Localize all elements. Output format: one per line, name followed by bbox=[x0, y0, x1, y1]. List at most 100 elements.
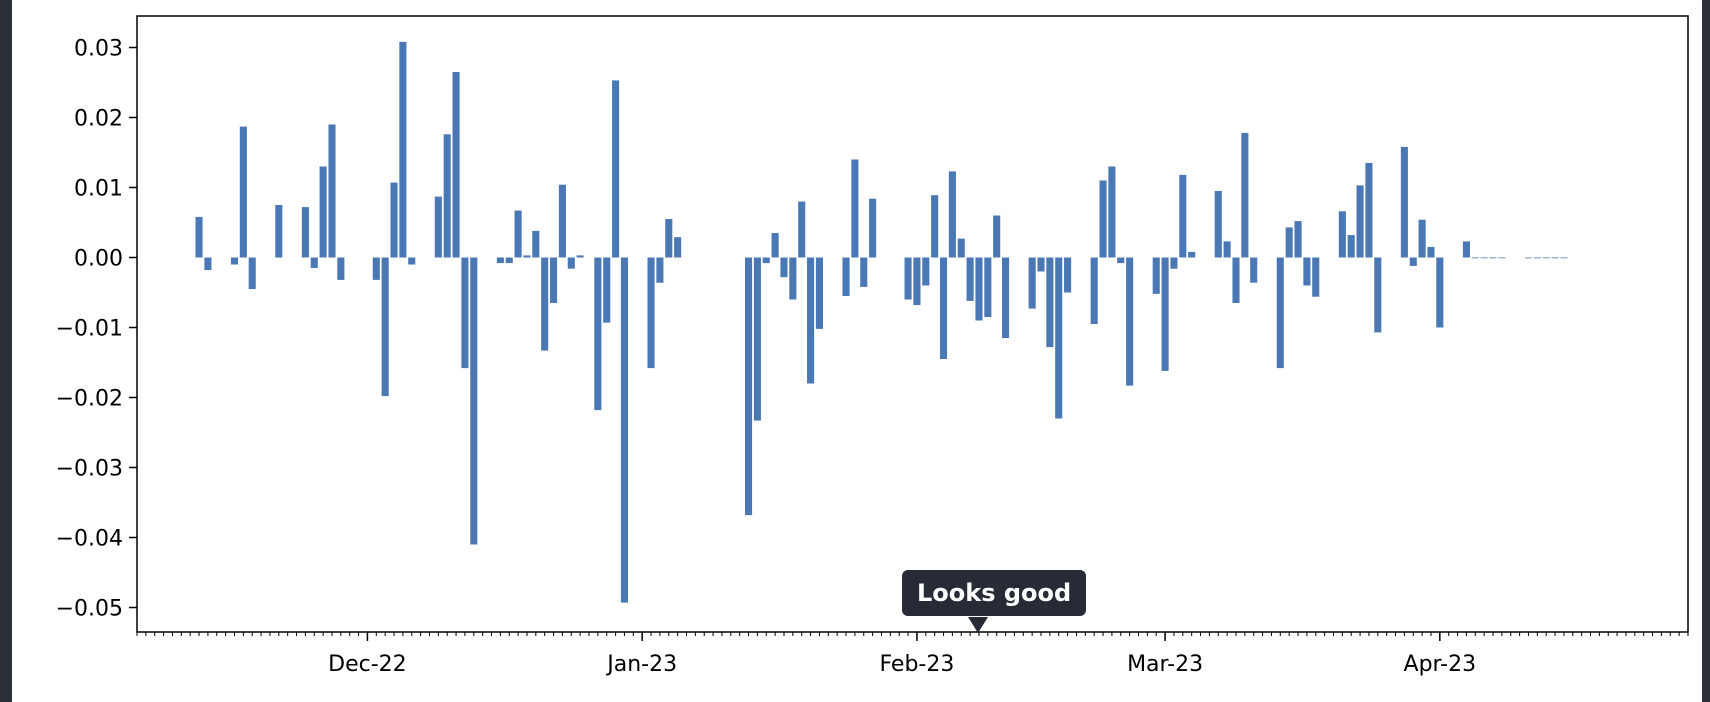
bar bbox=[443, 134, 451, 258]
bar bbox=[984, 257, 992, 317]
bar bbox=[1365, 163, 1373, 258]
bar bbox=[1099, 180, 1107, 258]
bar bbox=[567, 257, 575, 269]
bar bbox=[789, 257, 797, 300]
bar bbox=[576, 255, 584, 258]
bar bbox=[1312, 257, 1320, 297]
x-tick-label: Apr-23 bbox=[1404, 652, 1477, 677]
bar bbox=[1028, 257, 1036, 309]
bar bbox=[1551, 257, 1559, 259]
bar bbox=[1436, 257, 1444, 328]
bar bbox=[1241, 132, 1249, 258]
bar bbox=[1409, 257, 1417, 266]
bar bbox=[1356, 185, 1364, 258]
bar bbox=[594, 257, 602, 411]
bar bbox=[966, 257, 974, 301]
bar bbox=[461, 257, 469, 369]
tooltip: Looks good bbox=[902, 570, 1087, 616]
bar bbox=[1046, 257, 1054, 348]
bar bbox=[762, 257, 770, 264]
y-tick-label: −0.04 bbox=[56, 527, 123, 552]
bar bbox=[452, 72, 460, 258]
bar bbox=[1161, 257, 1169, 371]
bar bbox=[620, 257, 628, 603]
bar bbox=[204, 257, 212, 271]
bar bbox=[1250, 257, 1258, 283]
bar bbox=[319, 166, 327, 258]
y-tick-label: −0.05 bbox=[56, 597, 123, 622]
bar bbox=[230, 257, 239, 265]
bar bbox=[1498, 257, 1506, 259]
bar bbox=[1400, 146, 1408, 258]
bar bbox=[860, 257, 868, 287]
bar bbox=[310, 257, 318, 268]
bar bbox=[1560, 257, 1568, 259]
bar bbox=[1055, 257, 1063, 419]
y-tick-label: 0.03 bbox=[74, 37, 123, 62]
bar bbox=[1533, 257, 1541, 259]
bar bbox=[656, 257, 664, 283]
y-axis: 0.03 0.02 0.01 0.00 −0.01 −0.02 −0.03 −0.04 −0.0… bbox=[56, 37, 137, 622]
bar bbox=[558, 184, 566, 258]
bar bbox=[275, 205, 283, 258]
bar bbox=[922, 257, 930, 286]
bar bbox=[842, 257, 850, 296]
bar bbox=[1524, 257, 1533, 259]
bar bbox=[523, 255, 531, 258]
bar bbox=[496, 257, 504, 264]
y-tick-label: 0.00 bbox=[74, 247, 123, 272]
bar bbox=[939, 257, 948, 359]
bar bbox=[248, 257, 256, 289]
bar bbox=[753, 257, 761, 421]
bar bbox=[1117, 257, 1125, 264]
bar bbox=[1108, 166, 1116, 258]
bar bbox=[798, 201, 806, 258]
bar bbox=[505, 257, 513, 264]
bar bbox=[1374, 257, 1382, 333]
bar bbox=[550, 257, 558, 303]
y-tick-label: −0.01 bbox=[56, 317, 123, 342]
bar bbox=[913, 257, 921, 306]
bar bbox=[1285, 227, 1293, 258]
bar bbox=[603, 257, 611, 323]
bar bbox=[1152, 257, 1160, 294]
bar bbox=[372, 257, 380, 280]
bar bbox=[1462, 241, 1470, 258]
y-tick-label: −0.03 bbox=[56, 457, 123, 482]
bar bbox=[1418, 219, 1426, 258]
bar bbox=[1489, 257, 1497, 259]
bar bbox=[993, 215, 1001, 258]
bar bbox=[931, 195, 939, 258]
bar bbox=[1480, 257, 1488, 259]
bar bbox=[851, 159, 859, 258]
bar bbox=[975, 257, 983, 321]
y-tick-label: 0.01 bbox=[74, 177, 123, 202]
bar bbox=[195, 216, 203, 258]
bar bbox=[1294, 221, 1302, 258]
x-tick-label: Dec-22 bbox=[328, 652, 407, 677]
bar bbox=[744, 257, 753, 516]
bar bbox=[1303, 257, 1311, 286]
bar bbox=[612, 80, 620, 258]
bar bbox=[815, 257, 823, 329]
bar bbox=[1090, 257, 1098, 324]
x-axis: Dec-22 Jan-23 Feb-23 Mar-23 Apr-23 bbox=[136, 632, 1689, 677]
plot-frame bbox=[136, 15, 1689, 633]
bar bbox=[390, 182, 398, 258]
bar bbox=[957, 238, 965, 258]
chart-panel bbox=[12, 0, 1702, 702]
bar bbox=[1223, 241, 1231, 258]
bar bbox=[337, 257, 345, 280]
bar bbox=[1179, 174, 1187, 258]
bar bbox=[948, 171, 956, 258]
bar bbox=[647, 257, 655, 369]
bar bbox=[239, 126, 247, 258]
bar bbox=[1064, 257, 1072, 293]
tooltip-arrow bbox=[968, 617, 988, 633]
bar bbox=[665, 219, 673, 258]
bar bbox=[771, 233, 779, 258]
bar bbox=[1002, 257, 1010, 338]
bar bbox=[1232, 257, 1240, 303]
bar bbox=[1276, 257, 1284, 369]
bar bbox=[470, 257, 478, 545]
